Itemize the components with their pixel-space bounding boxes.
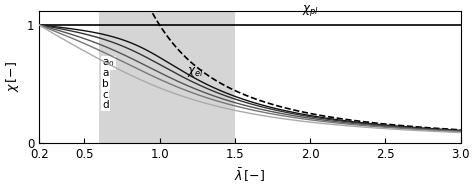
X-axis label: $\bar{\lambda}\,[-]$: $\bar{\lambda}\,[-]$	[234, 166, 265, 184]
Text: b: b	[102, 79, 109, 89]
Text: a: a	[102, 68, 109, 78]
Text: c: c	[102, 89, 108, 100]
Text: $\chi_{pl}$: $\chi_{pl}$	[301, 3, 319, 18]
Text: a$_0$: a$_0$	[102, 57, 115, 69]
Text: d: d	[102, 100, 109, 110]
Bar	[99, 11, 235, 143]
Text: $\chi_{el}$: $\chi_{el}$	[187, 65, 203, 79]
Y-axis label: $\chi\,[-]$: $\chi\,[-]$	[4, 61, 21, 92]
